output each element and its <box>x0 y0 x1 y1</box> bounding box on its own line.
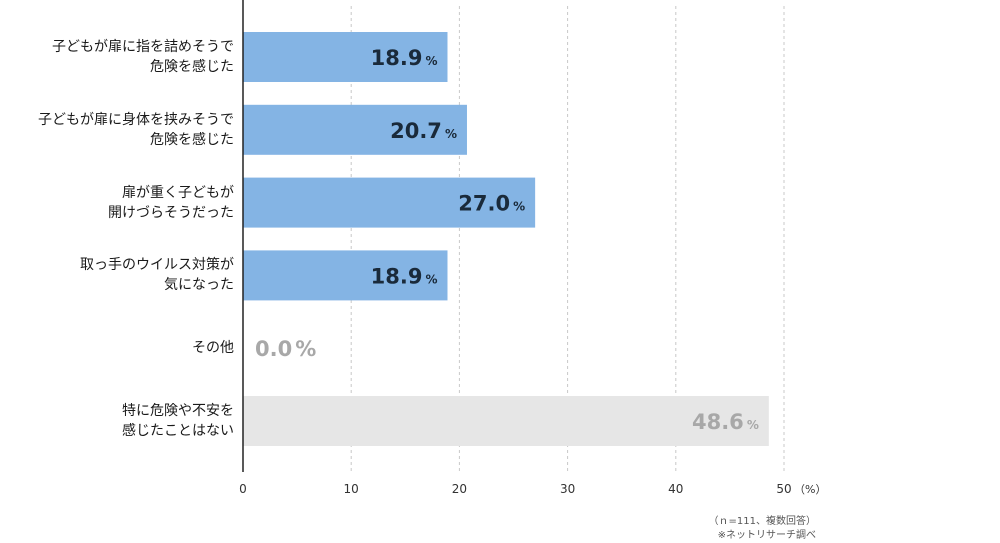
category-label-1-line-0: 子どもが扉に身体を挟みそうで <box>38 111 234 128</box>
category-label-0-line-0: 子どもが扉に指を詰めそうで <box>52 39 234 55</box>
x-tick-label-40: 40 <box>668 482 683 496</box>
source-note: ※ネットリサーチ調べ <box>717 530 816 541</box>
category-label-3-line-0: 取っ手のウイルス対策が <box>80 257 234 274</box>
category-label-2: 扉が重く子どもが開けづらそうだった <box>0 183 234 223</box>
category-label-5: 特に危険や不安を 感じたことはない <box>0 401 234 441</box>
value-label-3: 18.9% <box>371 264 438 288</box>
category-label-2-line-1: 開けづらそうだった <box>108 204 234 221</box>
category-label-1-line-1: 危険を感じた <box>150 131 234 148</box>
sample-note: （ｎ=111、複数回答） <box>708 516 816 527</box>
x-tick-labels: 0 10 20 30 40 50 （%） <box>239 482 826 496</box>
value-label-1: 20.7% <box>390 119 457 143</box>
bar-1 <box>243 104 467 155</box>
bar-0 <box>243 32 448 82</box>
bar-2 <box>243 177 536 228</box>
category-label-5-line-0: 特に危険や不安を <box>122 403 234 419</box>
value-labels: 18.9 % 20.7 % 27.0 % 18.9 % 0.0 % 48.6% <box>255 46 759 434</box>
x-unit-label: （%） <box>794 483 826 496</box>
category-label-3: 取っ手のウイルス対策が気になった <box>0 255 234 295</box>
bar-3 <box>243 250 448 301</box>
category-label-5-line-1: 感じたことはない <box>122 423 234 439</box>
x-tick-label-50: 50 <box>776 482 791 496</box>
value-label-4: 0.0% <box>255 337 316 361</box>
value-label-5: 48.6% <box>692 410 759 434</box>
x-tick-label-0: 0 <box>239 482 247 496</box>
category-label-3-line-1: 気になった <box>164 277 234 294</box>
category-label-0-line-1: 危険を感じた <box>150 59 234 75</box>
x-tick-label-20: 20 <box>452 482 467 496</box>
bars <box>243 32 769 446</box>
category-label-4: その他 <box>0 338 234 358</box>
bar-5 <box>243 396 769 446</box>
category-label-1: 子どもが扉に身体を挟みそうで危険を感じた <box>0 110 234 150</box>
value-label-2: 27.0% <box>458 192 525 216</box>
category-label-2-line-0: 扉が重く子どもが <box>122 184 234 201</box>
x-tick-label-30: 30 <box>560 482 575 496</box>
category-label-0: 子どもが扉に指を詰めそうで危険を感じた <box>0 37 234 77</box>
x-tick-label-10: 10 <box>344 482 359 496</box>
value-label-0: 18.9% <box>371 46 438 70</box>
category-label-4-line-0: その他 <box>192 340 234 357</box>
